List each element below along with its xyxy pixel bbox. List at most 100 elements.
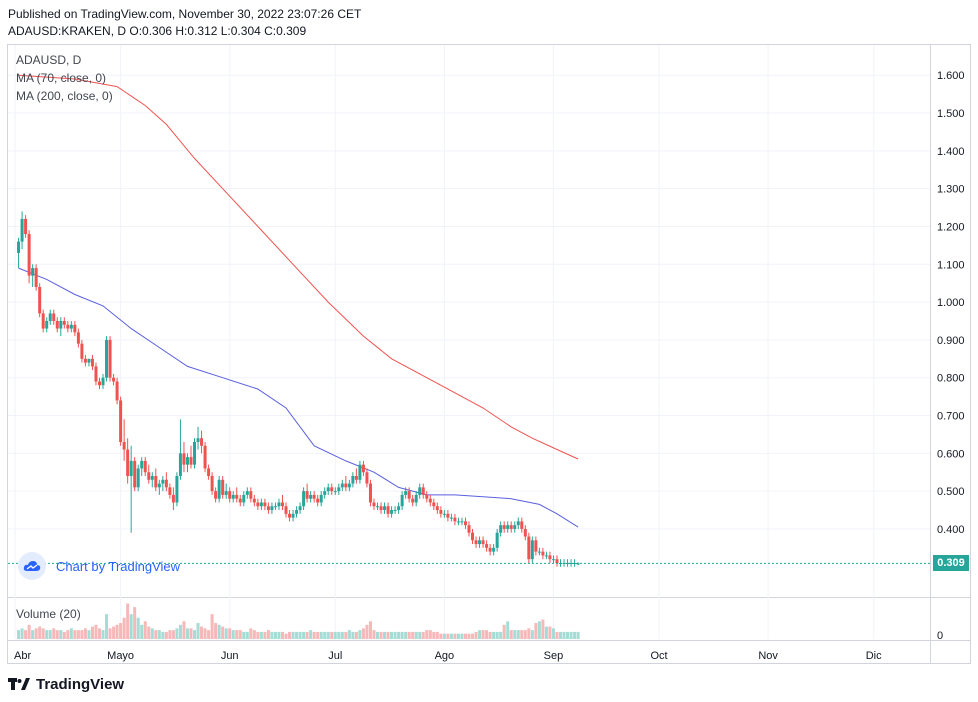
candle-body [105, 339, 109, 378]
volume-bar [330, 631, 334, 639]
candle [474, 536, 478, 548]
volume-bar [474, 631, 478, 639]
candle [122, 419, 126, 461]
candle [154, 468, 158, 492]
candle [354, 468, 358, 484]
volume-bar [555, 631, 559, 639]
candle-body [516, 521, 520, 526]
candle [193, 438, 197, 469]
candle [530, 536, 534, 563]
candle [523, 525, 527, 541]
price-tick-label: 1.000 [937, 297, 965, 309]
candle-body [386, 506, 390, 514]
candle [17, 237, 21, 269]
candle-body [344, 483, 348, 488]
candle [214, 487, 218, 503]
volume-bar [83, 628, 87, 639]
candle-body [185, 457, 189, 465]
candle-body [45, 321, 49, 329]
volume-bar [154, 630, 158, 639]
candle [76, 328, 80, 348]
candle-body [143, 460, 147, 473]
volume-bar [178, 624, 182, 639]
candle-body [203, 445, 207, 469]
candle [337, 483, 341, 495]
volume-bar [94, 624, 98, 639]
candle-body [390, 510, 394, 514]
volume-bar [217, 624, 221, 639]
watermark-text: Chart by TradingView [56, 558, 181, 574]
volume-bar [309, 630, 313, 639]
candle [485, 540, 489, 552]
candle-body [284, 506, 288, 514]
candle-body [27, 234, 31, 276]
price-axis[interactable]: 0.400 0.500 0.600 0.700 0.800 0.900 1.000 1.100… [0, 0, 965, 536]
volume-bar [45, 630, 49, 639]
candle [376, 502, 380, 511]
candle [238, 494, 242, 507]
candle-body [442, 513, 446, 515]
candle [273, 502, 277, 511]
candle-body [214, 491, 218, 499]
candle-body [354, 476, 358, 480]
candle-body [150, 476, 154, 480]
volume-bar [566, 631, 570, 639]
candle [270, 502, 274, 514]
candle-body [421, 487, 425, 495]
volume-bar [460, 633, 464, 639]
volume-bar [189, 628, 193, 639]
candle [298, 502, 302, 514]
volume-bar [326, 631, 330, 639]
volume-bar [140, 624, 144, 639]
candle-body [397, 506, 401, 511]
volume-bar [397, 631, 401, 639]
candle [319, 491, 323, 507]
candle [513, 521, 517, 533]
volume-bar [97, 628, 101, 639]
volume-bar [256, 631, 260, 639]
candle-body [273, 506, 277, 508]
tradingview-watermark[interactable]: Chart by TradingView [18, 552, 180, 580]
volume-bar [164, 631, 168, 639]
volume-bar [193, 630, 197, 639]
time-axis[interactable]: Abr Mayo Jun Jul Ago Sep Oct Nov Dic [14, 650, 882, 662]
published-text: Published on TradingView.com, November 3… [8, 7, 362, 21]
volume-bar [499, 631, 503, 639]
candle-body [425, 494, 429, 499]
candle-body [471, 532, 475, 541]
volume-bar [442, 633, 446, 639]
candle [129, 445, 133, 533]
candle-body [126, 449, 130, 477]
volume-bar [456, 633, 460, 639]
volume-bar [492, 631, 496, 639]
candle-body [76, 332, 80, 344]
price-tick-label: 0.600 [937, 448, 965, 460]
candle-body [495, 532, 499, 548]
candle-body [305, 491, 309, 499]
candle-body [488, 547, 492, 552]
candle-body [228, 491, 232, 499]
candle [555, 555, 559, 567]
tv-logo-text: TradingView [36, 675, 125, 693]
candle [101, 373, 105, 390]
candle [105, 336, 109, 382]
volume-bar [312, 631, 316, 639]
tradingview-logo[interactable]: TradingView [8, 674, 124, 694]
candle [24, 215, 28, 238]
candle-body [193, 441, 197, 465]
candle [326, 483, 330, 495]
candle [175, 472, 179, 507]
candle-body [449, 517, 453, 519]
candle [168, 483, 172, 499]
volume-bar [340, 631, 344, 639]
candle [418, 483, 422, 499]
candle-body [566, 562, 570, 564]
volume-bar [284, 633, 288, 639]
candle [87, 358, 91, 367]
grid [8, 45, 930, 639]
volume-bar [302, 631, 306, 639]
chart-border [7, 44, 971, 664]
candle-body [502, 525, 506, 529]
candles [17, 211, 580, 567]
